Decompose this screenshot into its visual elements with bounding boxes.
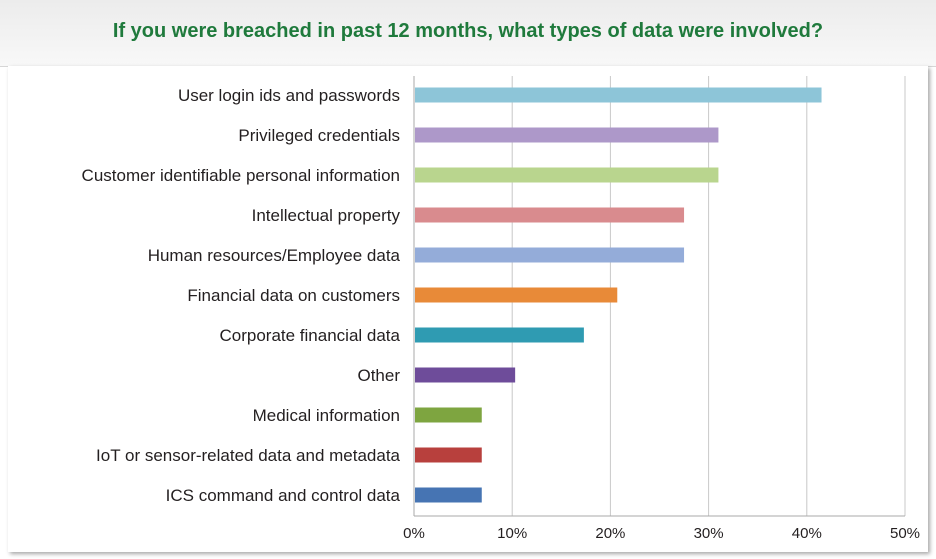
bar	[415, 487, 482, 503]
category-label: Privileged credentials	[238, 126, 400, 145]
x-tick-label: 10%	[497, 525, 527, 542]
category-label: IoT or sensor-related data and metadata	[96, 446, 401, 465]
bar	[415, 127, 719, 143]
category-label: Financial data on customers	[187, 286, 400, 305]
bar	[415, 287, 618, 303]
x-tick-label: 40%	[792, 525, 822, 542]
category-label: Customer identifiable personal informati…	[82, 166, 400, 185]
bar	[415, 167, 719, 183]
bar	[415, 87, 822, 103]
bar	[415, 447, 482, 463]
category-label: User login ids and passwords	[178, 86, 400, 105]
chart-title: If you were breached in past 12 months, …	[112, 20, 824, 42]
category-label: Corporate financial data	[219, 326, 400, 345]
x-tick-label: 50%	[890, 525, 920, 542]
category-label: ICS command and control data	[166, 486, 401, 505]
category-label: Human resources/Employee data	[148, 246, 401, 265]
chart-panel	[8, 66, 928, 552]
bar	[415, 207, 685, 223]
x-tick-label: 30%	[694, 525, 724, 542]
title-band: If you were breached in past 12 months, …	[0, 0, 936, 67]
x-tick-label: 0%	[403, 525, 425, 542]
category-label: Intellectual property	[252, 206, 401, 225]
bar	[415, 327, 584, 343]
category-label: Medical information	[253, 406, 400, 425]
x-tick-label: 20%	[595, 525, 625, 542]
category-label: Other	[357, 366, 400, 385]
bar	[415, 367, 516, 383]
bar	[415, 407, 482, 423]
bar	[415, 247, 685, 263]
